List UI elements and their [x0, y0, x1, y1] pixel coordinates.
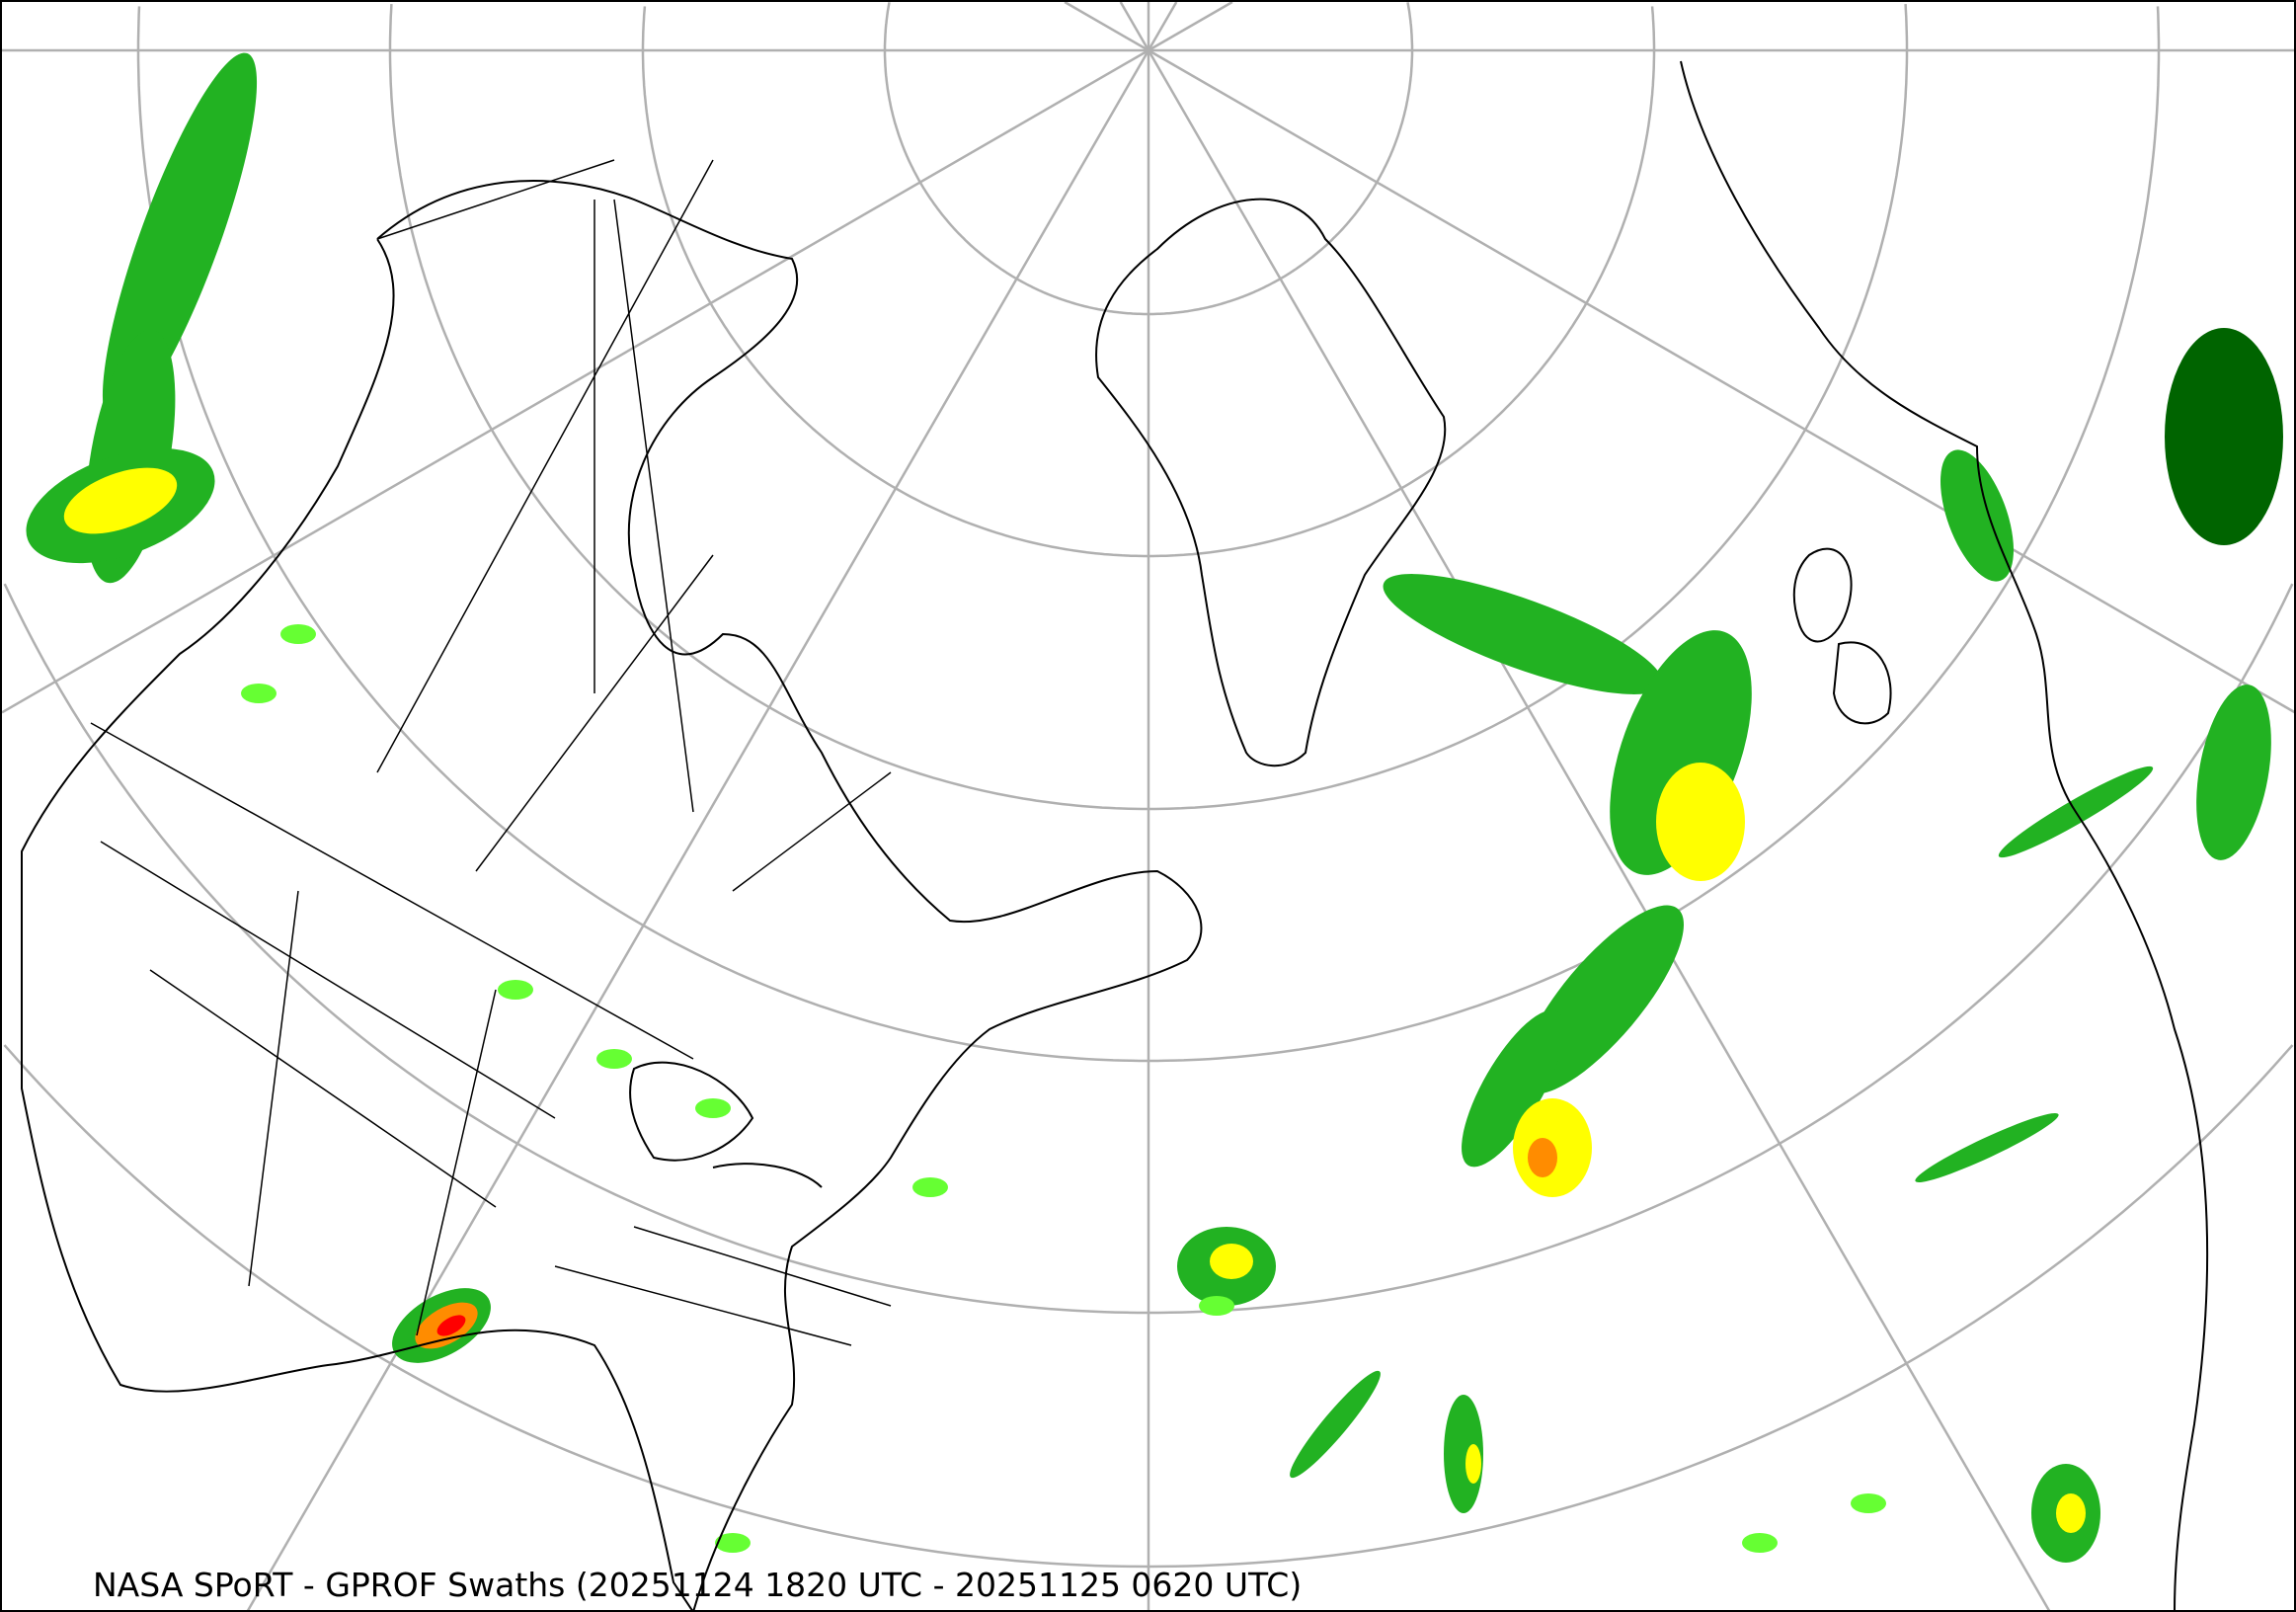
- map-caption: NASA SPoRT - GPROF Swaths (20251124 1820…: [93, 1566, 1303, 1604]
- latitude-circle: [388, 4, 1909, 811]
- precip-area: [715, 1533, 751, 1553]
- latitude-circle: [136, 6, 2161, 1063]
- precip-area: [1915, 1112, 2059, 1183]
- precip-area: [1742, 1533, 1778, 1553]
- north-america-coast: [21, 179, 1203, 1610]
- canada-province-borders: [376, 159, 892, 892]
- precip-area: [1940, 449, 2014, 582]
- meridian-line: [1148, 48, 2294, 714]
- us-state-borders: [90, 159, 892, 1346]
- precip-area: [63, 467, 178, 534]
- precip-area: [695, 1098, 731, 1118]
- precip-area: [2165, 328, 2283, 545]
- europe-coast: [1680, 60, 2209, 1610]
- precip-area: [498, 980, 533, 1000]
- meridian-line: [1148, 2, 1233, 52]
- meridian-line: [2, 48, 1149, 714]
- precipitation-swaths: [26, 52, 2283, 1563]
- meridian-line: [1119, 2, 1150, 51]
- precip-area: [1290, 1370, 1381, 1479]
- precip-area: [102, 52, 258, 426]
- meridian-line: [1064, 2, 1149, 52]
- precip-area: [2196, 685, 2271, 860]
- precip-area: [912, 1177, 948, 1197]
- precip-area: [1462, 1009, 1564, 1168]
- coastlines-and-borders: [21, 60, 2209, 1610]
- precip-area: [1851, 1493, 1886, 1513]
- precip-area: [1528, 1138, 1557, 1177]
- precip-area: [1465, 1444, 1481, 1484]
- precip-area: [2056, 1493, 2086, 1533]
- precip-area: [1656, 763, 1745, 881]
- precip-area: [280, 624, 316, 644]
- greenland-coast: [1095, 198, 1447, 767]
- latitude-circle: [641, 6, 1656, 558]
- meridian-line: [1147, 2, 1178, 51]
- great-lakes: [629, 1061, 823, 1188]
- precip-area: [1210, 1244, 1253, 1279]
- meridian-line: [246, 49, 1150, 1610]
- british-isles: [1792, 547, 1892, 725]
- precip-area: [1199, 1296, 1234, 1316]
- meridian-line: [1147, 49, 2051, 1610]
- latitude-circle: [883, 2, 1414, 316]
- precip-area: [596, 1049, 632, 1069]
- precip-area: [436, 1315, 466, 1336]
- precip-area: [1383, 574, 1663, 694]
- precip-area: [241, 684, 277, 703]
